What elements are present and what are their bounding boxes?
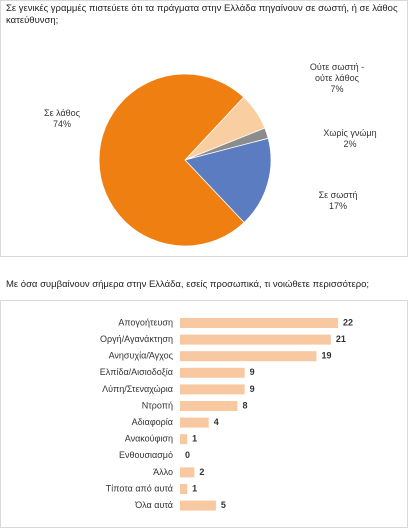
pie-label: Χωρίς γνώμη 2% <box>315 128 385 150</box>
data-label: 9 <box>250 384 255 394</box>
bar <box>180 467 195 478</box>
slice-name: Σε σωστή <box>318 190 358 200</box>
pie-slice <box>184 137 272 224</box>
data-label: 2 <box>199 467 204 477</box>
pie-chart <box>98 73 272 247</box>
data-label: 8 <box>242 400 247 410</box>
y-tick-label: Απογοήτευση <box>118 317 173 327</box>
bar <box>180 417 209 428</box>
y-tick-label: Όλα αυτά <box>134 500 173 510</box>
y-tick-label: Ανησυχία/Άγχος <box>109 351 174 361</box>
y-tick-label: Άλλο <box>153 467 173 477</box>
chart-title: Με όσα συμβαίνουν σήμερα στην Ελλάδα, εσ… <box>6 279 370 290</box>
chart-title: Σε γενικές γραμμές πιστεύετε ότι τα πράγ… <box>6 3 398 26</box>
pie-label: Σε λάθος 74% <box>27 108 97 130</box>
bar <box>180 500 216 511</box>
bar <box>180 351 317 362</box>
bar <box>180 434 188 445</box>
pie-slice <box>98 73 245 247</box>
bar <box>180 401 238 411</box>
y-tick-label: Λύπη/Στεναχώρια <box>102 384 173 394</box>
bar <box>180 384 245 395</box>
y-tick-label: Αδιαφορία <box>132 417 173 427</box>
pie-label: Σε σωστή 17% <box>303 190 373 212</box>
data-label: 9 <box>250 367 255 377</box>
bar <box>180 318 338 328</box>
slice-name: Σε λάθος <box>44 108 80 118</box>
bar <box>180 367 245 378</box>
bar <box>180 334 331 345</box>
slice-value: 74% <box>52 119 71 129</box>
slice-name: Χωρίς γνώμη <box>323 128 377 138</box>
y-tick-label: Ελπίδα/Αισιοδοξία <box>100 367 173 377</box>
bar <box>180 484 188 494</box>
data-label: 5 <box>221 500 226 510</box>
pie-label: Ούτε σωστή - ούτε λάθος 7% <box>302 62 372 95</box>
y-tick-label: Ενθουσιασμό <box>119 450 173 460</box>
data-label: 0 <box>185 450 190 460</box>
y-tick-label: Τίποτα από αυτά <box>106 483 173 493</box>
data-label: 1 <box>192 483 197 493</box>
slice-value: 17% <box>328 201 347 211</box>
data-label: 22 <box>343 317 353 327</box>
slice-value: 2% <box>343 139 357 149</box>
data-label: 4 <box>214 417 219 427</box>
y-tick-label: Οργή/Αγανάκτηση <box>100 334 173 344</box>
data-label: 19 <box>321 351 331 361</box>
data-label: 1 <box>192 434 197 444</box>
slice-name: Ούτε σωστή - ούτε λάθος <box>309 62 365 83</box>
y-tick-label: Ντροπή <box>142 400 173 410</box>
y-tick-label: Ανακούφιση <box>125 434 173 444</box>
slice-value: 7% <box>330 84 344 94</box>
data-label: 21 <box>336 334 346 344</box>
